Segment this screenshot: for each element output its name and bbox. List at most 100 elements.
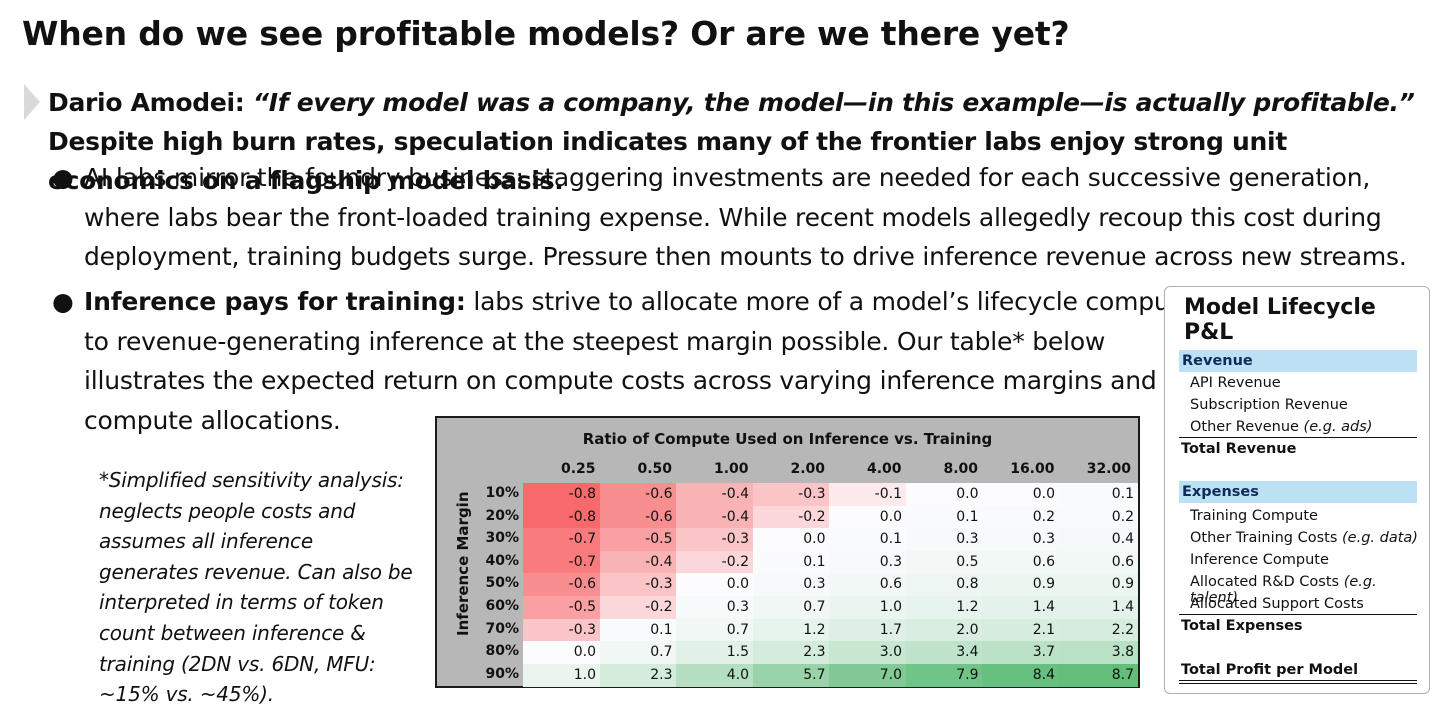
heatmap-cell: -0.3 <box>599 573 677 597</box>
heatmap-cell: 0.0 <box>829 505 906 529</box>
heatmap-cell: -0.7 <box>523 550 600 574</box>
pl-expense-note: (e.g. data) <box>1342 530 1418 546</box>
heatmap-cell: 0.5 <box>905 550 983 574</box>
heatmap-title: Ratio of Compute Used on Inference vs. T… <box>582 430 993 448</box>
pl-divider <box>1179 683 1417 684</box>
heatmap-cell: 2.3 <box>599 663 677 687</box>
heatmap-y-axis-label: Inference Margin <box>454 491 472 637</box>
pl-expense-label: Other Training Costs <box>1190 530 1343 546</box>
bullet-paragraph-2: Inference pays for training: labs strive… <box>84 282 1195 440</box>
pl-revenue-item: Other Revenue (e.g. ads) <box>1190 419 1372 435</box>
pl-revenue-item: API Revenue <box>1190 375 1281 391</box>
heatmap-cell: -0.4 <box>599 550 677 574</box>
bullet-2-line: illustrates the expected return on compu… <box>84 366 1157 395</box>
heatmap-cell: -0.3 <box>676 528 753 552</box>
heatmap-cell: 0.6 <box>829 573 906 597</box>
heatmap-cell: -0.6 <box>523 573 600 597</box>
heatmap-cell: 0.7 <box>752 596 830 619</box>
pl-expense-item: Allocated Support Costs <box>1190 596 1364 612</box>
heatmap-cell: -0.6 <box>599 505 677 529</box>
heatmap-cell: -0.5 <box>523 596 600 619</box>
pl-divider <box>1179 680 1417 681</box>
heatmap-cell: 1.4 <box>982 596 1059 619</box>
pl-expense-label: Allocated R&D Costs <box>1190 574 1344 590</box>
heatmap-col-header: 0.25 <box>560 461 596 477</box>
heatmap-cell: 0.6 <box>982 550 1059 574</box>
heatmap-cell: -0.2 <box>599 596 677 619</box>
heatmap-cell: -0.4 <box>676 483 753 506</box>
pl-revenue-item: Subscription Revenue <box>1190 397 1348 413</box>
pl-expense-item: Allocated R&D Costs (e.g. talent) <box>1190 574 1429 606</box>
bullet-dot-icon: ● <box>52 287 74 316</box>
heatmap-col-header: 0.50 <box>637 461 672 477</box>
heatmap-cell: 3.0 <box>829 641 906 665</box>
bullet-2-line: labs strive to allocate more of a model’… <box>465 287 1195 316</box>
heatmap-cell: 0.3 <box>982 528 1059 552</box>
pl-expense-label: Training Compute <box>1190 508 1318 524</box>
heatmap-cell: -0.2 <box>752 505 830 529</box>
heatmap-col-header: 2.00 <box>790 461 825 477</box>
heatmap-cell: 0.8 <box>905 573 983 597</box>
lead-speaker: Dario Amodei: <box>48 88 253 117</box>
bullet-1-line: deployment, training budgets surge. Pres… <box>84 242 1407 271</box>
heatmap-col-header: 16.00 <box>1010 461 1055 477</box>
heatmap-cell: 7.0 <box>829 663 906 687</box>
heatmap-cell: 3.7 <box>982 641 1059 665</box>
heatmap-row-header: 10% <box>485 485 519 501</box>
heatmap-cell: 0.7 <box>676 618 753 642</box>
heatmap-col-header: 8.00 <box>943 461 978 477</box>
heatmap-cell: 1.5 <box>676 641 753 665</box>
bullet-paragraph-1: AI labs mirror the foundry business: sta… <box>84 158 1407 277</box>
heatmap-col-header: 1.00 <box>713 461 749 477</box>
heatmap-cell: 0.1 <box>599 618 677 642</box>
heatmap-col-header: 4.00 <box>866 461 902 477</box>
heatmap-cell: 0.3 <box>905 528 983 552</box>
pl-title: Model Lifecycle P&L <box>1184 295 1376 345</box>
bullet-2-line: compute allocations. <box>84 405 341 435</box>
heatmap-cell: -0.4 <box>676 505 753 529</box>
heatmap-cell: 0.0 <box>982 483 1059 506</box>
pl-divider <box>1179 614 1417 615</box>
pl-total-revenue: Total Revenue <box>1181 441 1297 457</box>
heatmap-cell: 3.8 <box>1058 641 1138 665</box>
heatmap-row-header: 70% <box>485 620 519 637</box>
heatmap-cell: 1.0 <box>829 596 906 619</box>
footnote: *Simplified sensitivity analysis: neglec… <box>99 468 413 707</box>
heatmap-cell: 0.0 <box>905 483 983 506</box>
lead-paragraph: Dario Amodei: “If every model was a comp… <box>48 83 1438 200</box>
pl-expense-label: Inference Compute <box>1190 552 1329 568</box>
bullet-1-line: where labs bear the front-loaded trainin… <box>84 202 1382 232</box>
heatmap-cell: 1.4 <box>1058 596 1138 619</box>
heatmap-cell: 1.0 <box>523 663 600 687</box>
bullet-2-line: to revenue-generating inference at the s… <box>84 326 1106 356</box>
heatmap-cell: 3.4 <box>905 641 983 665</box>
heatmap-cell: 0.2 <box>982 505 1059 529</box>
heatmap-cell: 0.3 <box>752 573 830 597</box>
heatmap-cell: 0.1 <box>1058 483 1138 506</box>
heatmap-col-header: 32.00 <box>1086 461 1131 477</box>
pl-revenue-header: Revenue <box>1179 350 1417 372</box>
heatmap-cell: -0.6 <box>599 483 677 506</box>
pl-expense-item: Training Compute <box>1190 508 1318 524</box>
heatmap-row-header: 80% <box>485 643 519 660</box>
heatmap-cell: 0.3 <box>676 596 753 619</box>
heatmap-cell: 0.1 <box>752 550 830 574</box>
pl-panel: Model Lifecycle P&L Revenue API Revenue … <box>1164 286 1430 694</box>
bullet-1-line: AI labs mirror the foundry business: sta… <box>84 163 1371 192</box>
heatmap-cell: 1.2 <box>905 596 983 619</box>
pl-revenue-item-note: (e.g. ads) <box>1303 419 1373 435</box>
heatmap-cell: 0.1 <box>905 505 983 529</box>
heatmap-cell: 7.9 <box>905 663 983 687</box>
pl-expense-note: (e.g. talent) <box>1190 574 1377 606</box>
heatmap-cell: 1.7 <box>829 618 906 642</box>
heatmap-cell: -0.3 <box>523 618 600 642</box>
heatmap-cell: 0.0 <box>523 641 600 665</box>
heatmap-cell: 0.9 <box>1058 573 1138 597</box>
heatmap-row-header: 20% <box>485 507 519 524</box>
pl-expense-item: Inference Compute <box>1190 552 1329 568</box>
heatmap-row-header: 60% <box>485 598 519 614</box>
heatmap-cell: 2.1 <box>982 618 1059 642</box>
heatmap-cell: 0.0 <box>752 528 830 552</box>
heatmap-row-header: 90% <box>485 665 519 682</box>
pl-revenue-item-label: Other Revenue <box>1190 419 1304 435</box>
